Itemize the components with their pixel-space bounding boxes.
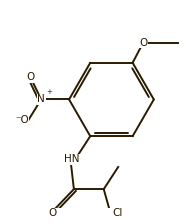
Text: +: + xyxy=(46,89,52,95)
Text: O: O xyxy=(48,208,57,218)
Text: N: N xyxy=(37,95,45,104)
Text: ⁻O: ⁻O xyxy=(15,115,29,125)
Text: HN: HN xyxy=(64,154,80,164)
Text: O: O xyxy=(139,38,147,47)
Text: O: O xyxy=(26,72,35,82)
Text: Cl: Cl xyxy=(113,208,123,218)
